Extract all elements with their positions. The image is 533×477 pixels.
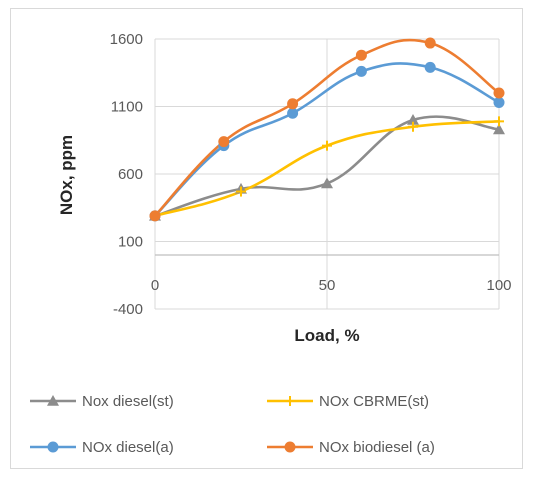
y-tick-labels: -400 100 600 1100 1600 — [110, 31, 143, 318]
data-point — [149, 210, 161, 222]
legend-marker — [47, 395, 59, 406]
x-tick-label: 0 — [151, 277, 159, 294]
y-tick-label: 600 — [118, 166, 143, 183]
data-point — [424, 61, 436, 73]
legend-label: NOx CBRME(st) — [319, 393, 429, 410]
data-point — [355, 49, 367, 61]
x-tick-label: 100 — [486, 277, 511, 294]
legend-marker — [284, 441, 296, 453]
legend-label: NOx biodiesel (a) — [319, 439, 435, 456]
data-point — [494, 116, 504, 127]
y-tick-label: 100 — [118, 234, 143, 251]
y-tick-label: -400 — [113, 301, 143, 318]
data-point — [322, 140, 332, 151]
data-point — [287, 98, 299, 110]
data-point — [493, 123, 505, 135]
legend-label: NOx diesel(a) — [82, 439, 174, 456]
series-line — [154, 38, 500, 217]
data-point — [321, 177, 333, 189]
data-point — [493, 87, 505, 99]
data-point — [287, 107, 299, 119]
chart-frame — [10, 8, 523, 469]
data-point — [424, 37, 436, 49]
data-point — [493, 96, 505, 108]
data-point — [355, 65, 367, 77]
x-tick-labels: 0 50 100 — [151, 277, 512, 294]
legend-marker — [285, 396, 295, 406]
data-point — [218, 136, 230, 148]
series-markers — [149, 37, 505, 222]
data-point — [408, 121, 418, 132]
legend: Nox diesel(st) NOx CBRME(st) NOx diesel(a)… — [30, 393, 435, 456]
legend-label: Nox diesel(st) — [82, 393, 174, 410]
x-axis-title: Load, % — [294, 326, 359, 345]
y-tick-label: 1100 — [111, 99, 143, 116]
gridlines — [154, 38, 500, 310]
y-tick-label: 1600 — [110, 31, 143, 48]
x-tick-label: 50 — [319, 277, 336, 294]
data-point — [407, 114, 419, 125]
legend-marker — [47, 441, 59, 453]
y-axis-title: NOx, ppm — [57, 135, 76, 215]
data-point — [236, 186, 246, 197]
